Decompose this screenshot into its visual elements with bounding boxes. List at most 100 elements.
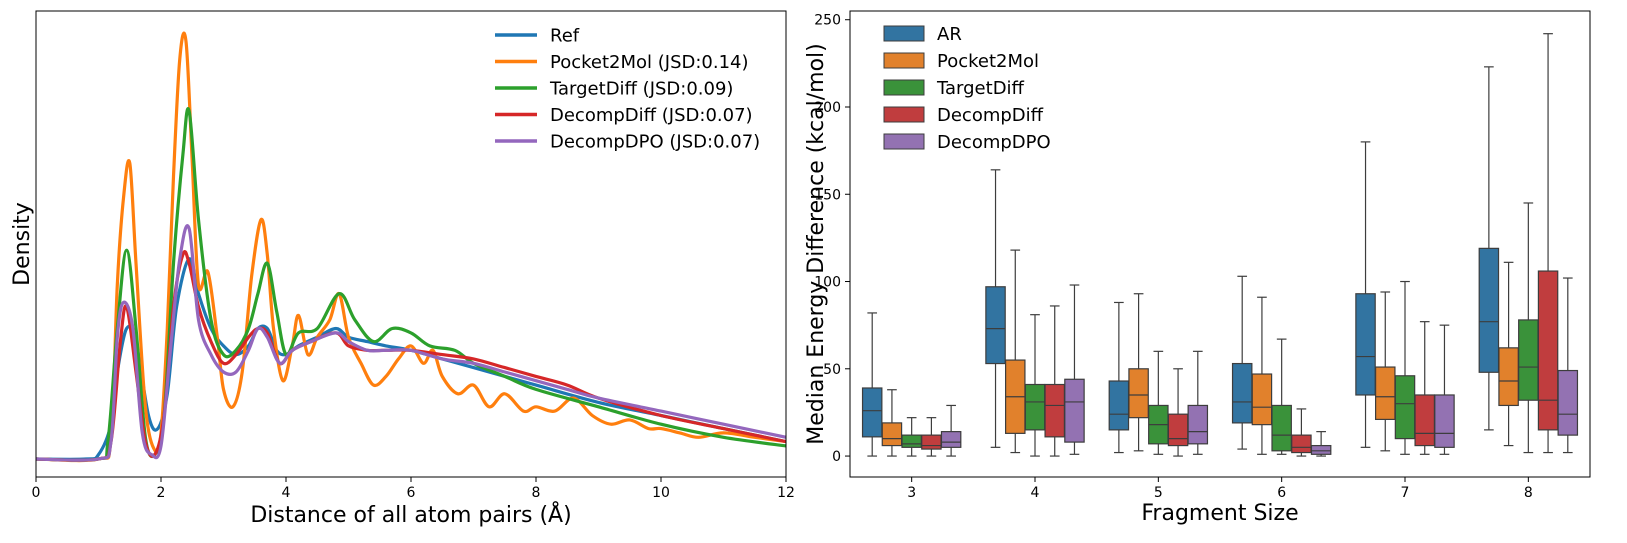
boxplot-x-tick-label: 6 [1277,485,1286,501]
boxplot-legend-swatch-targetdiff [883,79,925,96]
boxplot-x-tick-label: 4 [1031,485,1040,501]
box-ar-size-7 [1355,141,1376,448]
boxplot-y-axis-title: Median Energy Difference (kcal/mol) [804,43,829,444]
boxplot-series-pocket2mol [881,249,1519,457]
box-decompdiff-size-6 [1291,408,1312,457]
box-iqr [881,422,903,447]
boxplot-y-tick-label: 50 [823,362,841,378]
box-iqr [1310,444,1332,455]
density-line-decompdpo [36,224,786,462]
boxplot-x-axis: 3 4 5 6 7 8 [907,477,1533,501]
box-ar-size-4 [985,169,1006,448]
box-decompdiff-size-7 [1414,321,1436,455]
box-iqr [1064,378,1085,443]
box-ar-size-8 [1478,66,1500,431]
box-targetdiff-size-8 [1518,202,1539,454]
boxplot-x-tick-label: 3 [907,485,916,501]
box-iqr [1128,368,1149,419]
box-iqr [1167,413,1189,447]
box-iqr [1518,319,1539,401]
density-x-tick-label: 0 [32,485,41,501]
box-iqr [1187,404,1209,445]
density-x-axis-title: Distance of all atom pairs (Å) [250,501,571,528]
box-pocket2mol-size-6 [1251,296,1273,455]
boxplot-series-ar [861,66,1500,457]
density-x-tick-label: 2 [157,485,166,501]
box-iqr [1434,394,1455,448]
box-decompdiff-size-8 [1537,33,1559,454]
boxplot-series-decompdpo [940,277,1579,457]
density-x-tick-label: 12 [777,485,795,501]
density-legend-label-decompdiff: DecompDiff (JSD:0.07) [550,105,753,126]
boxplot-y-axis: 0 50 100 150 200 250 [814,13,850,465]
box-iqr [1271,404,1292,452]
density-x-tick-label: 4 [282,485,291,501]
boxplot-legend-swatch-pocket2mol [883,52,925,69]
box-iqr [1374,366,1396,421]
box-iqr [1024,383,1046,431]
box-decompdiff-size-4 [1044,305,1066,457]
box-iqr [1108,380,1130,431]
density-legend-label-pocket2mol: Pocket2Mol (JSD:0.14) [550,52,749,73]
density-y-axis-title: Density [10,202,35,286]
box-decompdpo-size-4 [1064,284,1085,455]
box-iqr [1355,293,1376,396]
density-x-tick-label: 10 [652,485,670,501]
box-decompdpo-size-5 [1187,350,1209,455]
density-line-targetdiff [36,107,786,462]
boxplot-x-tick-label: 5 [1154,485,1163,501]
boxplot-legend-swatch-decompdpo [883,133,925,150]
box-targetdiff-size-5 [1148,350,1169,455]
box-iqr [1044,383,1066,438]
density-plot-area [36,31,786,463]
boxplot-y-tick-label: 200 [814,100,841,116]
density-legend-label-targetdiff: TargetDiff (JSD:0.09) [549,79,733,100]
density-x-tick-label: 8 [532,485,541,501]
box-iqr [901,434,922,448]
boxplot-x-tick-label: 7 [1401,485,1410,501]
box-decompdpo-size-3 [940,404,962,457]
box-iqr [861,387,883,438]
density-x-tick-label: 6 [407,485,416,501]
boxplot-legend-label-decompdiff: DecompDiff [937,105,1044,126]
boxplot-legend-label-targetdiff: TargetDiff [936,78,1025,99]
box-decompdiff-size-3 [921,417,942,457]
box-pocket2mol-size-8 [1498,261,1519,447]
density-chart: 0 2 4 6 8 10 12 Distance of all atom pairs (Å)… [10,10,795,528]
box-iqr [1557,369,1579,436]
boxplot-y-tick-label: 150 [814,187,841,203]
boxplot-series-decompdiff [921,33,1559,457]
box-decompdpo-size-8 [1557,277,1579,454]
density-legend: Ref Pocket2Mol (JSD:0.14) TargetDiff (JSD:… [495,26,760,153]
density-legend-label-decompdpo: DecompDPO (JSD:0.07) [550,132,760,153]
boxplot-y-tick-label: 250 [814,13,841,29]
box-targetdiff-size-3 [901,417,922,457]
box-iqr [1231,362,1253,424]
boxplot-y-tick-label: 100 [814,275,841,291]
box-targetdiff-size-7 [1394,280,1416,455]
box-pocket2mol-size-5 [1128,293,1149,452]
box-targetdiff-size-6 [1271,338,1292,455]
box-pocket2mol-size-7 [1374,291,1396,452]
box-iqr [1478,247,1500,373]
box-iqr [1251,373,1273,426]
box-iqr [940,431,962,448]
boxplot-series-targetdiff [901,202,1539,457]
box-ar-size-3 [861,312,883,457]
box-ar-size-6 [1231,275,1253,450]
box-iqr [1291,434,1312,454]
box-decompdpo-size-6 [1310,431,1332,457]
boxplot-legend-label-ar: AR [937,24,962,45]
boxplot-legend-swatch-ar [883,25,925,42]
box-decompdpo-size-7 [1434,324,1455,455]
boxplot-legend: AR Pocket2Mol TargetDiff DecompDiff DecompDP… [883,24,1051,153]
energy-boxplot-chart: 0 50 100 150 200 250 3 4 5 6 7 8 Fragment Size Med… [804,10,1591,526]
box-targetdiff-size-4 [1024,314,1046,457]
box-iqr [985,286,1006,365]
boxplot-plot-frame [849,10,1591,478]
box-decompdiff-size-5 [1167,368,1189,457]
box-pocket2mol-size-4 [1004,249,1026,454]
boxplot-y-tick-label: 0 [832,449,841,465]
box-iqr [1537,270,1559,431]
